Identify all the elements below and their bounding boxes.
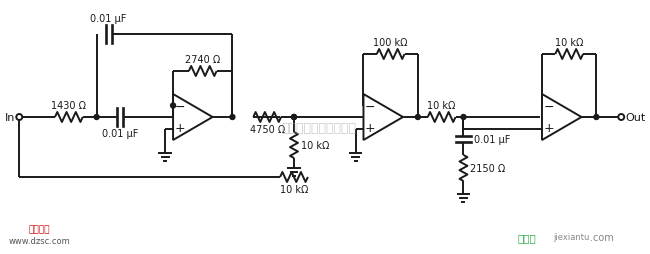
Circle shape	[230, 115, 235, 120]
Text: −: −	[175, 101, 185, 114]
Text: 100 kΩ: 100 kΩ	[373, 38, 408, 48]
Text: 维库一卡: 维库一卡	[29, 225, 50, 234]
Text: 4750 Ω: 4750 Ω	[250, 124, 285, 134]
Text: 0.01 μF: 0.01 μF	[474, 134, 511, 145]
Circle shape	[291, 115, 296, 120]
Circle shape	[16, 115, 22, 121]
Text: 1430 Ω: 1430 Ω	[51, 101, 86, 110]
Text: −: −	[365, 101, 376, 114]
Text: 2150 Ω: 2150 Ω	[471, 163, 506, 173]
Text: 10 kΩ: 10 kΩ	[301, 140, 330, 150]
Circle shape	[94, 115, 99, 120]
Circle shape	[291, 115, 296, 120]
Circle shape	[170, 104, 176, 108]
Text: 2740 Ω: 2740 Ω	[185, 55, 220, 65]
Text: 杭州将睿科技有限公司: 杭州将睿科技有限公司	[281, 121, 356, 134]
Circle shape	[618, 115, 624, 121]
Circle shape	[415, 115, 421, 120]
Text: 0.01 μF: 0.01 μF	[102, 129, 138, 138]
Text: www.dzsc.com: www.dzsc.com	[8, 236, 70, 246]
Text: +: +	[543, 121, 554, 134]
Circle shape	[594, 115, 599, 120]
Text: +: +	[175, 121, 185, 134]
Text: In: In	[5, 113, 16, 122]
Text: .com: .com	[590, 232, 613, 242]
Circle shape	[461, 115, 466, 120]
Text: 10 kΩ: 10 kΩ	[555, 38, 583, 48]
Text: 接线图: 接线图	[517, 232, 536, 242]
Text: 10 kΩ: 10 kΩ	[428, 101, 456, 110]
Text: 10 kΩ: 10 kΩ	[280, 184, 308, 194]
Text: −: −	[543, 101, 554, 114]
Text: jiexiantu: jiexiantu	[553, 233, 590, 242]
Text: Out: Out	[625, 113, 645, 122]
Text: +: +	[365, 121, 376, 134]
Text: 0.01 μF: 0.01 μF	[90, 14, 127, 24]
